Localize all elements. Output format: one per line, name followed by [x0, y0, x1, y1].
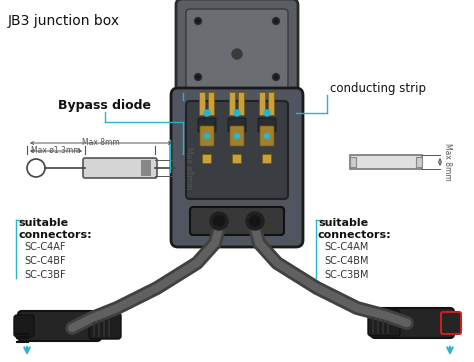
Bar [350, 155, 422, 169]
FancyBboxPatch shape [230, 126, 244, 146]
Circle shape [264, 134, 270, 139]
FancyBboxPatch shape [268, 93, 274, 115]
Circle shape [204, 110, 210, 116]
Text: Max 8mm: Max 8mm [443, 143, 452, 181]
Circle shape [204, 134, 210, 139]
Circle shape [274, 75, 278, 79]
FancyBboxPatch shape [441, 312, 461, 334]
Bar [350, 157, 356, 167]
FancyBboxPatch shape [228, 118, 246, 132]
Text: Max ø8mm: Max ø8mm [184, 147, 193, 189]
FancyBboxPatch shape [260, 126, 274, 146]
FancyBboxPatch shape [368, 310, 400, 336]
Circle shape [194, 73, 201, 80]
FancyBboxPatch shape [259, 93, 265, 115]
FancyBboxPatch shape [18, 311, 101, 341]
Text: suitable
connectors:: suitable connectors: [318, 218, 392, 240]
Bar [141, 160, 151, 176]
FancyBboxPatch shape [89, 313, 121, 339]
FancyBboxPatch shape [200, 93, 206, 115]
FancyBboxPatch shape [202, 155, 211, 164]
Text: suitable
connectors:: suitable connectors: [18, 218, 91, 240]
FancyBboxPatch shape [209, 93, 215, 115]
Circle shape [196, 75, 200, 79]
Text: JB3 junction box: JB3 junction box [8, 14, 120, 28]
FancyBboxPatch shape [83, 158, 157, 178]
FancyBboxPatch shape [186, 9, 288, 89]
FancyBboxPatch shape [238, 93, 245, 115]
Circle shape [234, 110, 240, 116]
FancyBboxPatch shape [371, 308, 454, 338]
Text: Max ø1.3mm: Max ø1.3mm [31, 146, 81, 155]
FancyBboxPatch shape [229, 93, 236, 115]
Circle shape [232, 49, 242, 59]
FancyBboxPatch shape [198, 118, 216, 132]
FancyBboxPatch shape [200, 126, 214, 146]
Circle shape [249, 215, 261, 227]
FancyBboxPatch shape [209, 91, 229, 105]
FancyBboxPatch shape [263, 155, 272, 164]
Circle shape [213, 215, 225, 227]
Circle shape [274, 19, 278, 23]
Circle shape [194, 17, 201, 25]
Text: conducting strip: conducting strip [330, 82, 426, 95]
Circle shape [210, 212, 228, 230]
FancyBboxPatch shape [14, 315, 34, 337]
Text: SC-C4AF
SC-C4BF
SC-C3BF: SC-C4AF SC-C4BF SC-C3BF [24, 242, 65, 280]
FancyBboxPatch shape [171, 88, 303, 247]
FancyBboxPatch shape [186, 101, 288, 199]
FancyBboxPatch shape [258, 118, 276, 132]
FancyBboxPatch shape [190, 207, 284, 235]
Circle shape [273, 73, 280, 80]
FancyBboxPatch shape [233, 155, 241, 164]
Circle shape [196, 19, 200, 23]
Circle shape [273, 17, 280, 25]
Circle shape [264, 110, 270, 116]
Text: Bypass diode: Bypass diode [58, 99, 152, 112]
FancyBboxPatch shape [176, 0, 298, 99]
Text: SC-C4AM
SC-C4BM
SC-C3BM: SC-C4AM SC-C4BM SC-C3BM [324, 242, 368, 280]
Circle shape [235, 134, 239, 139]
Bar [416, 157, 422, 167]
FancyBboxPatch shape [245, 91, 265, 105]
Text: Max 8mm: Max 8mm [82, 138, 120, 147]
Circle shape [246, 212, 264, 230]
